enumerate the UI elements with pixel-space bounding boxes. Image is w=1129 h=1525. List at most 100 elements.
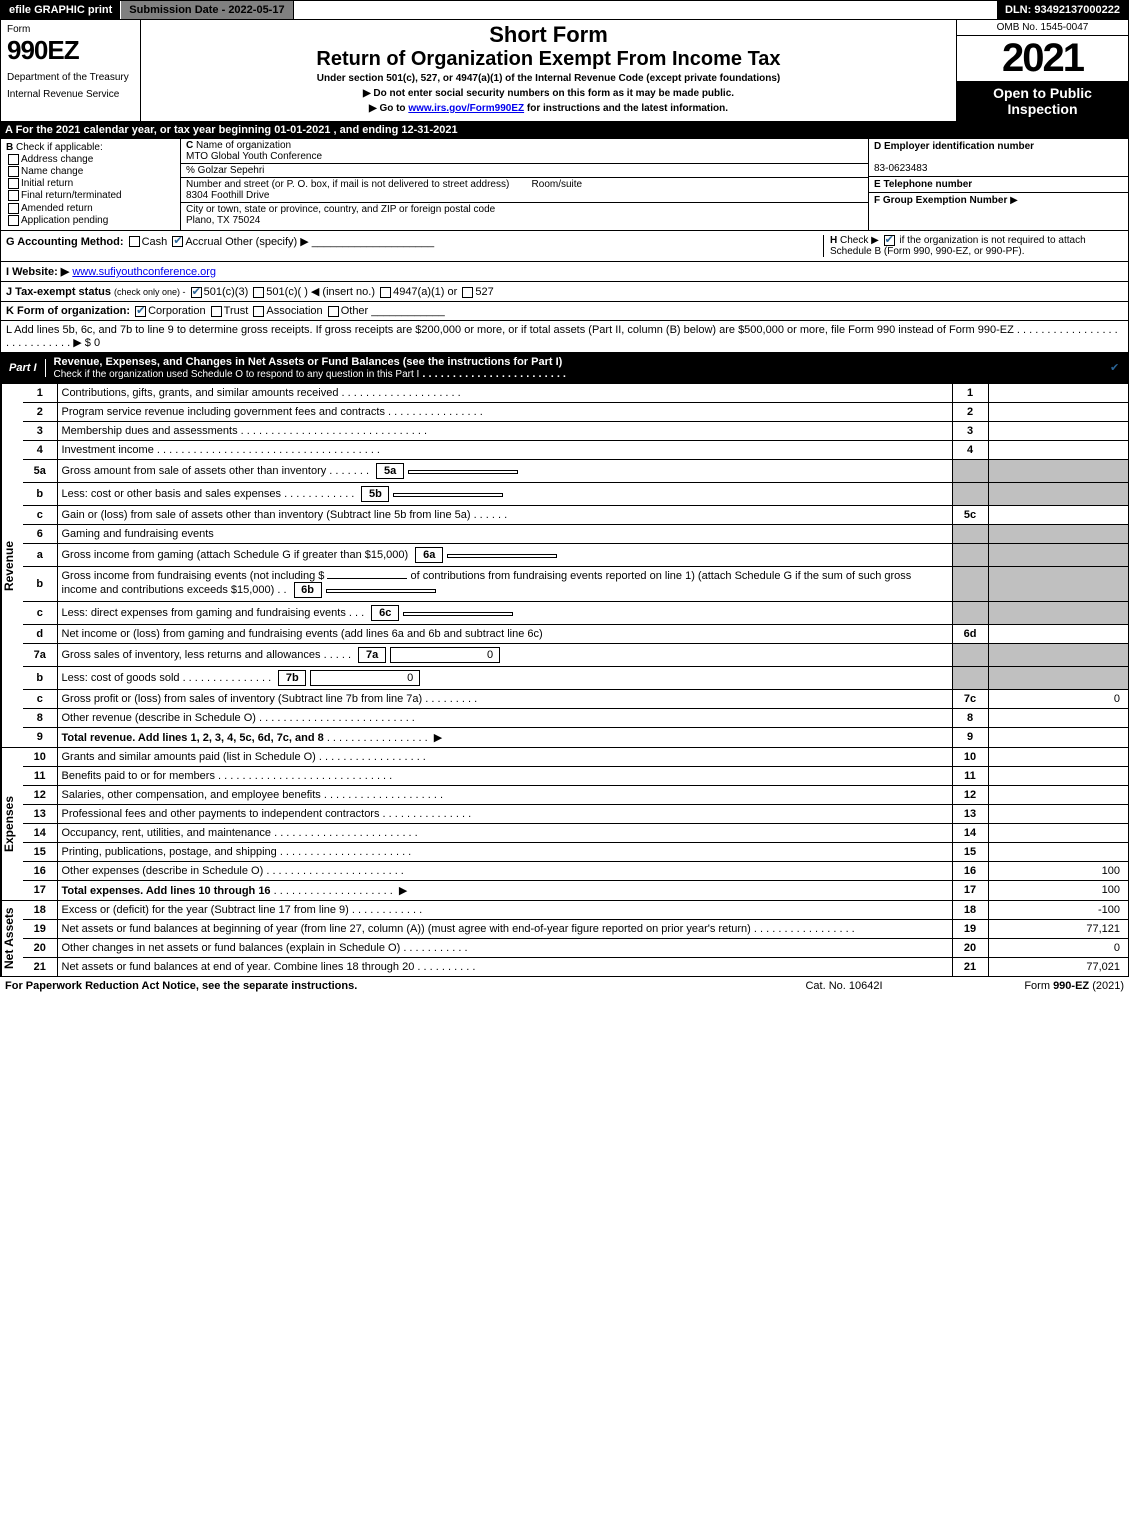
line-5b: bLess: cost or other basis and sales exp… [23, 482, 1128, 505]
revenue-table: 1Contributions, gifts, grants, and simil… [23, 384, 1128, 747]
care-of: % Golzar Sepehri [186, 165, 264, 176]
expenses-table: 10Grants and similar amounts paid (list … [23, 748, 1128, 900]
line-5a: 5aGross amount from sale of assets other… [23, 459, 1128, 482]
cb-other-org[interactable] [328, 306, 339, 317]
cb-application-pending[interactable]: Application pending [6, 215, 175, 226]
g-other: Other (specify) ▶ [225, 236, 309, 248]
b-check-if: Check if applicable: [16, 142, 103, 153]
footer-cat-no: Cat. No. 10642I [744, 980, 944, 992]
j-sub: (check only one) - [114, 287, 186, 297]
line-7c: cGross profit or (loss) from sales of in… [23, 689, 1128, 708]
cb-501c[interactable] [253, 287, 264, 298]
j-label: J Tax-exempt status [6, 286, 111, 298]
ein: 83-0623483 [874, 163, 927, 174]
note-ssn: ▶ Do not enter social security numbers o… [145, 88, 952, 99]
header-right: OMB No. 1545-0047 2021 Open to Public In… [956, 20, 1128, 121]
line-7a: 7aGross sales of inventory, less returns… [23, 643, 1128, 666]
website-link[interactable]: www.sufiyouthconference.org [72, 266, 216, 278]
header-middle: Short Form Return of Organization Exempt… [141, 20, 956, 121]
cb-association[interactable] [253, 306, 264, 317]
line-3: 3Membership dues and assessments . . . .… [23, 421, 1128, 440]
submission-date: Submission Date - 2022-05-17 [121, 1, 293, 19]
goto-post: for instructions and the latest informat… [524, 103, 728, 114]
efile-print[interactable]: efile GRAPHIC print [1, 1, 121, 19]
city-state-zip: Plano, TX 75024 [186, 215, 260, 226]
l-text: L Add lines 5b, 6c, and 7b to line 9 to … [6, 324, 1014, 336]
cb-cash[interactable] [129, 236, 140, 247]
form-header: Form 990EZ Department of the Treasury In… [0, 20, 1129, 122]
row-g: G Accounting Method: Cash Accrual Other … [6, 235, 823, 257]
cb-address-change[interactable]: Address change [6, 154, 175, 165]
section-c: C Name of organization MTO Global Youth … [181, 139, 868, 230]
cb-accrual[interactable] [172, 236, 183, 247]
line-20: 20Other changes in net assets or fund ba… [23, 938, 1128, 957]
short-form-title: Short Form [145, 22, 952, 48]
section-bcdef: B Check if applicable: Address change Na… [0, 139, 1129, 231]
row-a-text: A For the 2021 calendar year, or tax yea… [5, 124, 458, 136]
revenue-sidebar: Revenue [1, 384, 23, 747]
part1-header: Part I Revenue, Expenses, and Changes in… [0, 353, 1129, 384]
net-assets-sidebar: Net Assets [1, 901, 23, 976]
line-17: 17Total expenses. Add lines 10 through 1… [23, 880, 1128, 900]
d-cell: D Employer identification number 83-0623… [869, 139, 1128, 177]
net-assets-table: 18Excess or (deficit) for the year (Subt… [23, 901, 1128, 976]
part1-checkbox[interactable] [1101, 359, 1128, 377]
cb-amended-return[interactable]: Amended return [6, 203, 175, 214]
cb-4947[interactable] [380, 287, 391, 298]
line-6c: cLess: direct expenses from gaming and f… [23, 601, 1128, 624]
e-label: E Telephone number [874, 179, 972, 190]
org-name: MTO Global Youth Conference [186, 151, 322, 162]
return-title: Return of Organization Exempt From Incom… [145, 48, 952, 71]
line-6b: bGross income from fundraising events (n… [23, 566, 1128, 601]
note-goto: ▶ Go to www.irs.gov/Form990EZ for instru… [145, 103, 952, 114]
h-check: Check ▶ [840, 235, 879, 246]
c-name-cell: C Name of organization MTO Global Youth … [181, 139, 868, 164]
row-h: H Check ▶ if the organization is not req… [823, 235, 1123, 257]
line-7b: bLess: cost of goods sold . . . . . . . … [23, 666, 1128, 689]
cb-h[interactable] [884, 235, 895, 246]
cb-final-return[interactable]: Final return/terminated [6, 190, 175, 201]
cb-trust[interactable] [211, 306, 222, 317]
city-label: City or town, state or province, country… [186, 204, 495, 215]
line-18: 18Excess or (deficit) for the year (Subt… [23, 901, 1128, 920]
header-left: Form 990EZ Department of the Treasury In… [1, 20, 141, 121]
row-l: L Add lines 5b, 6c, and 7b to line 9 to … [0, 321, 1129, 353]
i-label: I Website: ▶ [6, 266, 69, 278]
line-21: 21Net assets or fund balances at end of … [23, 957, 1128, 976]
open-to-public: Open to Public Inspection [957, 81, 1128, 121]
top-bar: efile GRAPHIC print Submission Date - 20… [0, 0, 1129, 20]
line-2: 2Program service revenue including gover… [23, 402, 1128, 421]
f-label: F Group Exemption Number [874, 195, 1007, 206]
line-10: 10Grants and similar amounts paid (list … [23, 748, 1128, 767]
cb-initial-return[interactable]: Initial return [6, 178, 175, 189]
cb-corporation[interactable] [135, 306, 146, 317]
footer-form-ref: Form 990-EZ (2021) [944, 980, 1124, 992]
dept-irs: Internal Revenue Service [7, 89, 134, 100]
cb-501c3[interactable] [191, 287, 202, 298]
line-1: 1Contributions, gifts, grants, and simil… [23, 384, 1128, 403]
row-gh: G Accounting Method: Cash Accrual Other … [0, 231, 1129, 262]
street-address: 8304 Foothill Drive [186, 190, 269, 201]
tax-year: 2021 [957, 36, 1128, 81]
line-8: 8Other revenue (describe in Schedule O) … [23, 708, 1128, 727]
form-number: 990EZ [7, 35, 134, 66]
part1-tag: Part I [1, 359, 46, 377]
l-amount: ▶ $ 0 [73, 337, 100, 349]
omb-number: OMB No. 1545-0047 [957, 20, 1128, 36]
line-19: 19Net assets or fund balances at beginni… [23, 919, 1128, 938]
b-label: B [6, 142, 13, 153]
cb-527[interactable] [462, 287, 473, 298]
expenses-sidebar: Expenses [1, 748, 23, 900]
addr-label: Number and street (or P. O. box, if mail… [186, 179, 509, 190]
irs-link[interactable]: www.irs.gov/Form990EZ [408, 103, 524, 114]
dept-treasury: Department of the Treasury [7, 72, 134, 83]
section-b: B Check if applicable: Address change Na… [1, 139, 181, 230]
f-arrow: ▶ [1010, 195, 1018, 206]
line-6: 6Gaming and fundraising events [23, 524, 1128, 543]
cb-name-change[interactable]: Name change [6, 166, 175, 177]
c-careof-cell: % Golzar Sepehri [181, 164, 868, 178]
d-label: D Employer identification number [874, 141, 1034, 152]
c-addr-cell: Number and street (or P. O. box, if mail… [181, 178, 868, 203]
row-i: I Website: ▶ www.sufiyouthconference.org [0, 262, 1129, 282]
c-city-cell: City or town, state or province, country… [181, 203, 868, 227]
